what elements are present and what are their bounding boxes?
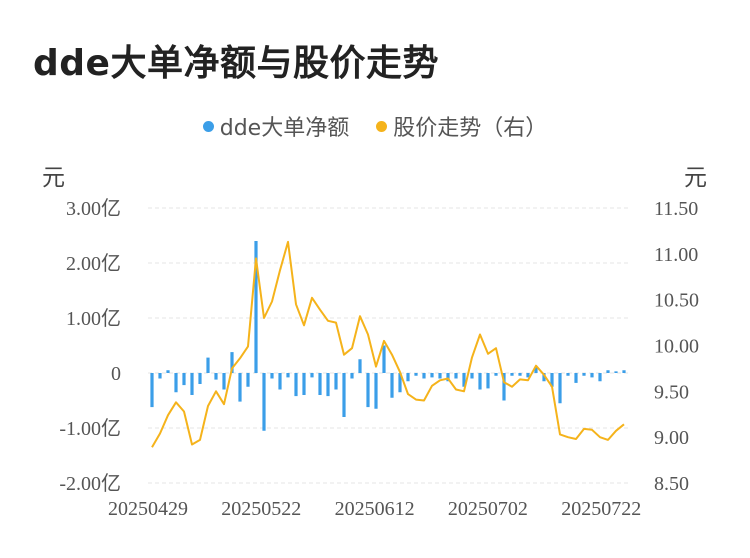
dde-bar[interactable] bbox=[542, 373, 546, 382]
legend-label-dde: dde大单净额 bbox=[219, 116, 350, 141]
right-tick-label: 10.00 bbox=[654, 336, 699, 358]
dde-bar[interactable] bbox=[606, 370, 610, 373]
dde-bar[interactable] bbox=[614, 371, 618, 373]
right-axis-ticks: 11.50 11.00 10.50 10.00 9.50 9.00 8.50 bbox=[654, 198, 699, 495]
left-tick-label: -2.00亿 bbox=[59, 472, 121, 495]
dde-bar[interactable] bbox=[598, 373, 602, 382]
gridlines bbox=[148, 207, 628, 484]
dde-bar[interactable] bbox=[302, 373, 306, 395]
dde-bar[interactable] bbox=[462, 373, 466, 387]
dde-bar[interactable] bbox=[470, 373, 474, 379]
dde-bar[interactable] bbox=[398, 373, 402, 393]
dde-bar[interactable] bbox=[574, 373, 578, 383]
left-axis-ticks: 3.00亿 2.00亿 1.00亿 0 -1.00亿 -2.00亿 bbox=[59, 197, 121, 495]
dde-bar[interactable] bbox=[534, 367, 538, 374]
right-tick-label: 9.50 bbox=[654, 381, 689, 403]
bar-series-dde bbox=[150, 241, 626, 431]
dde-bar[interactable] bbox=[294, 373, 298, 397]
x-tick-label: 20250522 bbox=[221, 498, 301, 520]
dde-bar[interactable] bbox=[198, 373, 202, 384]
x-tick-label: 20250702 bbox=[448, 498, 528, 520]
dde-bar[interactable] bbox=[150, 373, 154, 408]
right-tick-label: 8.50 bbox=[654, 473, 689, 495]
right-tick-label: 11.50 bbox=[654, 198, 698, 220]
dde-bar[interactable] bbox=[310, 373, 314, 378]
dde-bar[interactable] bbox=[174, 373, 178, 393]
right-tick-label: 11.00 bbox=[654, 244, 698, 266]
dde-bar[interactable] bbox=[158, 373, 162, 379]
dde-bar[interactable] bbox=[454, 373, 458, 379]
dde-bar[interactable] bbox=[550, 373, 554, 387]
dde-bar[interactable] bbox=[358, 359, 362, 373]
dde-bar[interactable] bbox=[446, 373, 450, 382]
legend-item-price[interactable]: 股价走势（右） bbox=[376, 110, 547, 142]
x-tick-label: 20250722 bbox=[561, 498, 641, 520]
legend-dot-dde bbox=[202, 120, 214, 132]
x-tick-label: 20250429 bbox=[108, 498, 188, 520]
legend-item-dde[interactable]: dde大单净额 bbox=[202, 110, 350, 142]
left-axis-unit: 元 bbox=[42, 165, 65, 191]
left-tick-label: 3.00亿 bbox=[66, 197, 121, 220]
right-tick-label: 9.00 bbox=[654, 427, 689, 449]
dde-bar[interactable] bbox=[374, 373, 378, 409]
x-tick-label: 20250612 bbox=[335, 498, 415, 520]
dde-bar[interactable] bbox=[438, 373, 442, 379]
dde-bar[interactable] bbox=[326, 373, 330, 397]
dde-bar[interactable] bbox=[406, 373, 410, 382]
dde-bar[interactable] bbox=[230, 352, 234, 373]
dde-bar[interactable] bbox=[366, 373, 370, 408]
dde-bar[interactable] bbox=[518, 373, 522, 376]
dde-bar[interactable] bbox=[558, 373, 562, 404]
dde-bar[interactable] bbox=[622, 370, 626, 373]
dde-bar[interactable] bbox=[478, 373, 482, 390]
dde-bar[interactable] bbox=[350, 373, 354, 379]
dde-bar[interactable] bbox=[238, 373, 242, 402]
dde-bar[interactable] bbox=[262, 373, 266, 431]
dde-bar[interactable] bbox=[526, 373, 530, 378]
dde-bar[interactable] bbox=[334, 373, 338, 390]
legend-dot-price bbox=[376, 120, 388, 132]
left-tick-label: 1.00亿 bbox=[66, 307, 121, 330]
dde-bar[interactable] bbox=[494, 373, 498, 376]
dde-bar[interactable] bbox=[206, 357, 210, 373]
dde-bar[interactable] bbox=[246, 373, 250, 387]
dde-bar[interactable] bbox=[254, 241, 258, 373]
dde-bar[interactable] bbox=[270, 373, 274, 379]
left-tick-label: 0 bbox=[111, 363, 121, 385]
dde-bar[interactable] bbox=[430, 373, 434, 378]
dde-bar[interactable] bbox=[590, 373, 594, 378]
dde-bar[interactable] bbox=[502, 373, 506, 401]
dde-bar[interactable] bbox=[182, 373, 186, 386]
legend-label-price: 股价走势（右） bbox=[393, 116, 548, 141]
dde-bar[interactable] bbox=[486, 373, 490, 389]
dde-bar[interactable] bbox=[422, 373, 426, 379]
dde-bar[interactable] bbox=[342, 373, 346, 417]
left-tick-label: 2.00亿 bbox=[66, 252, 121, 275]
dde-bar[interactable] bbox=[382, 345, 386, 374]
chart-legend: dde大单净额 股价走势（右） bbox=[0, 110, 750, 142]
dde-bar[interactable] bbox=[166, 370, 170, 373]
dde-bar[interactable] bbox=[278, 373, 282, 390]
x-axis-ticks: 20250429 20250522 20250612 20250702 20250722 bbox=[108, 498, 641, 520]
page-title: dde大单净额与股价走势 bbox=[33, 43, 439, 84]
right-axis-unit: 元 bbox=[684, 165, 707, 191]
dde-bar[interactable] bbox=[214, 373, 218, 380]
dde-bar[interactable] bbox=[286, 373, 290, 378]
dde-bar[interactable] bbox=[318, 373, 322, 395]
dde-bar[interactable] bbox=[510, 373, 514, 376]
dde-bar[interactable] bbox=[190, 373, 194, 395]
right-tick-label: 10.50 bbox=[654, 290, 699, 312]
dde-bar[interactable] bbox=[390, 373, 394, 398]
left-tick-label: -1.00亿 bbox=[59, 417, 121, 440]
dde-bar[interactable] bbox=[582, 373, 586, 376]
dde-bar[interactable] bbox=[414, 373, 418, 376]
dde-bar[interactable] bbox=[222, 373, 226, 390]
dde-bar[interactable] bbox=[566, 373, 570, 376]
price-line-series bbox=[151, 240, 625, 448]
